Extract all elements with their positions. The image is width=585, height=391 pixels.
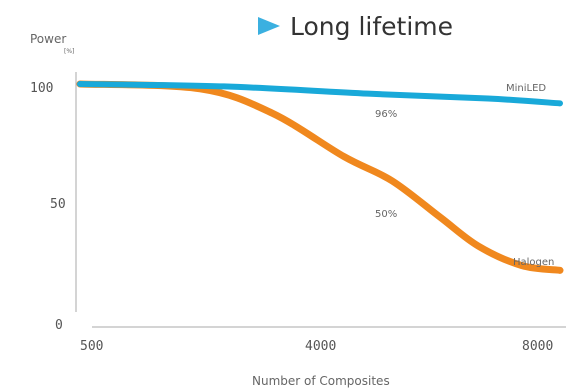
x-tick-8000: 8000 xyxy=(522,339,553,354)
halogen-value-label: 50% xyxy=(375,209,397,220)
x-tick-500: 500 xyxy=(80,339,103,354)
miniled-value-label: 96% xyxy=(375,109,397,120)
halogen-series-line xyxy=(76,80,564,274)
y-axis-unit: [%] xyxy=(64,48,74,55)
chart-title: Long lifetime xyxy=(290,12,453,41)
miniled-legend-label: MiniLED xyxy=(506,83,546,94)
y-tick-100: 100 xyxy=(30,81,53,96)
x-axis-label: Number of Composites xyxy=(252,374,390,388)
y-tick-50: 50 xyxy=(50,197,66,212)
y-tick-0: 0 xyxy=(55,318,63,333)
title-arrow-icon xyxy=(258,17,280,35)
halogen-legend-label: Halogen xyxy=(513,257,554,268)
x-tick-4000: 4000 xyxy=(305,339,336,354)
y-axis-label: Power xyxy=(30,32,66,46)
miniled-series-line xyxy=(77,81,563,107)
